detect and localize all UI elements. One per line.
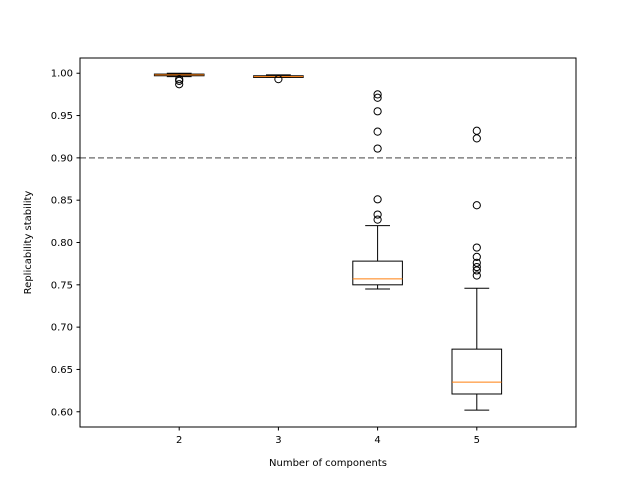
y-tick-label: 1.00 [51, 69, 73, 80]
outlier-point [274, 75, 283, 84]
y-tick-label: 0.90 [51, 153, 73, 164]
box-group-5 [451, 126, 503, 411]
y-tick-label: 0.65 [51, 365, 73, 376]
outlier-point [373, 144, 382, 153]
box-group-4 [352, 90, 403, 290]
x-tick-label: 3 [275, 435, 281, 446]
outlier-point [472, 243, 481, 252]
outlier-point [373, 195, 382, 204]
box-group-3 [253, 74, 304, 84]
outlier-point [472, 252, 481, 261]
outlier-point [373, 93, 382, 102]
outlier-point [472, 262, 481, 272]
x-tick-label: 5 [474, 435, 480, 446]
y-tick-label: 0.85 [51, 196, 73, 207]
outlier-point [472, 134, 481, 143]
outlier-point [373, 215, 382, 224]
outlier-point [175, 80, 184, 89]
y-axis-label: Replicability stability [23, 191, 34, 295]
y-tick-label: 0.70 [51, 323, 73, 334]
outlier-point [175, 76, 184, 85]
y-tick-label: 0.95 [51, 111, 73, 122]
outlier-point [472, 271, 481, 280]
box-body [451, 348, 503, 395]
outlier-point [472, 266, 481, 275]
y-tick-label: 0.80 [51, 238, 73, 249]
y-tick-label: 0.75 [51, 280, 73, 291]
y-tick-label: 0.60 [51, 407, 73, 418]
plot-area [80, 72, 576, 411]
outlier-point [373, 210, 382, 219]
outlier-point [373, 127, 382, 136]
box-group-2 [153, 72, 205, 89]
box-body [352, 260, 403, 286]
x-tick-label: 2 [176, 435, 182, 446]
y-ticks: 0.60 0.65 0.70 0.75 0.80 0.85 0.90 0.95 1.00 [51, 69, 80, 418]
x-ticks: 2 3 4 5 [176, 427, 480, 446]
x-tick-label: 4 [374, 435, 380, 446]
x-axis-label: Number of components [269, 458, 387, 469]
outlier-point [373, 90, 382, 99]
outlier-point [373, 107, 382, 116]
outlier-point [472, 201, 481, 210]
